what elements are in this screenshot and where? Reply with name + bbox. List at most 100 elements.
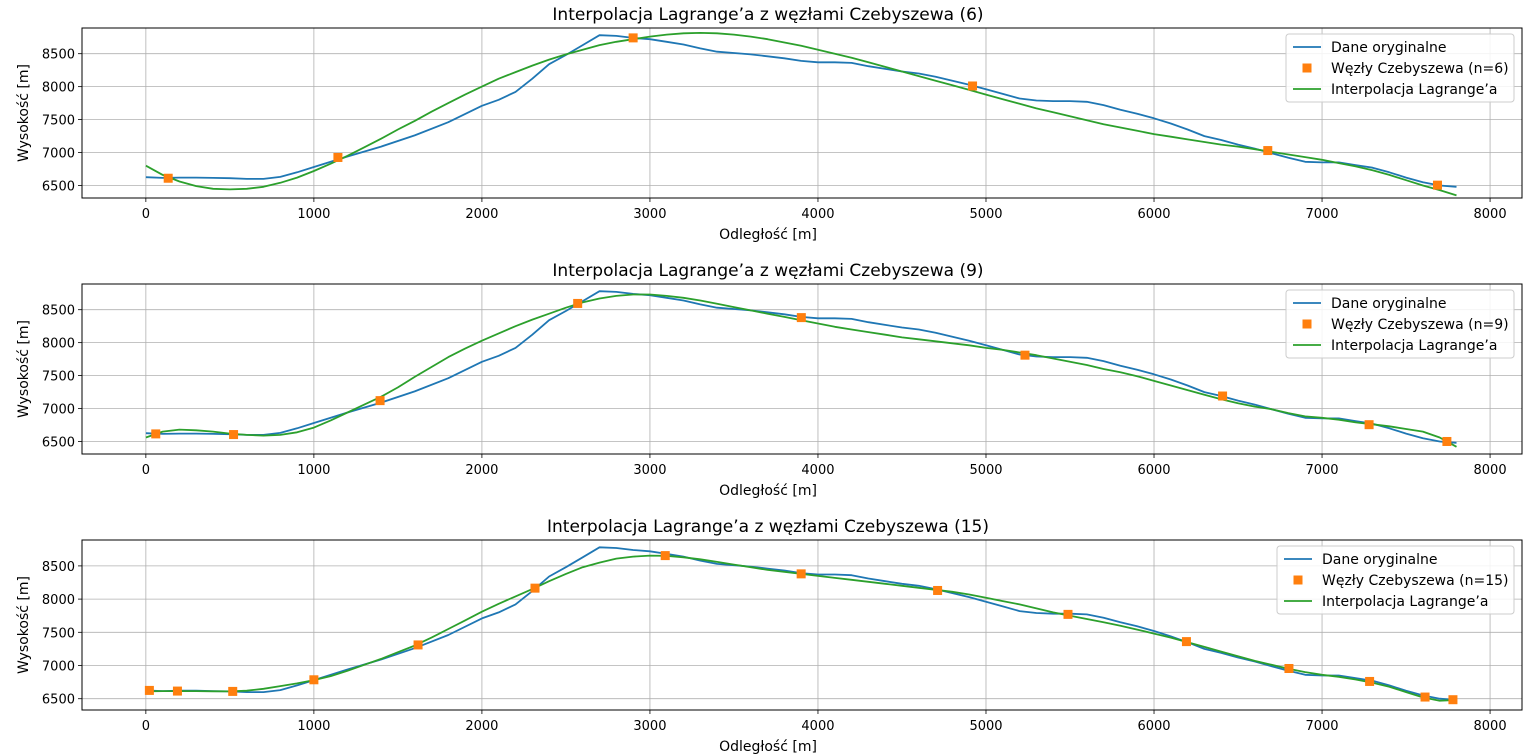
x-axis-label: Odległość [m] [719,483,817,499]
y-tick-label: 6500 [42,179,75,194]
chebyshev-node-marker [1420,692,1430,702]
chebyshev-node-marker [530,583,540,593]
legend-label: Dane oryginalne [1331,40,1447,56]
chebyshev-node-marker [309,675,319,685]
chart-title: Interpolacja Lagrange’a z węzłami Czebys… [552,5,983,25]
chebyshev-node-marker [228,686,238,696]
x-tick-label: 1000 [297,463,330,478]
chebyshev-node-marker [413,640,423,650]
y-tick-label: 8000 [42,81,75,96]
legend-box [1285,289,1515,359]
x-tick-label: 4000 [801,207,834,222]
x-tick-label: 4000 [801,719,834,734]
chebyshev-node-marker [1263,146,1273,156]
chart-title: Interpolacja Lagrange’a z węzłami Czebys… [552,261,983,281]
y-tick-label: 7000 [42,147,75,162]
legend: Dane oryginalne Węzły Czebyszewa (n=6) Int… [1285,33,1515,103]
chebyshev-node-marker [968,81,978,91]
legend-marker-swatch [1293,575,1303,585]
chebyshev-node-marker [796,313,806,323]
x-tick-label: 0 [142,463,150,478]
x-tick-label: 5000 [969,719,1002,734]
legend: Dane oryginalne Węzły Czebyszewa (n=9) Int… [1285,289,1515,359]
legend-box [1285,33,1515,103]
x-tick-label: 8000 [1474,463,1507,478]
x-tick-label: 7000 [1305,719,1338,734]
chart-panel-3: 0 1000 2000 3000 4000 5000 6000 7000 8000 6500 700… [16,517,1523,754]
axes-frame [81,283,1523,455]
x-tick-label: 2000 [465,207,498,222]
legend-label: Interpolacja Lagrange’a [1322,594,1488,610]
chebyshev-node-marker [628,33,638,43]
x-tick-label: 0 [142,207,150,222]
chebyshev-node-marker [1181,637,1191,647]
chebyshev-node-marker [1020,350,1030,360]
chebyshev-node-marker [573,298,583,308]
y-tick-label: 7000 [42,660,75,675]
chebyshev-node-marker [375,396,385,406]
chebyshev-node-marker [933,585,943,595]
x-tick-label: 4000 [801,463,834,478]
chebyshev-node-marker [1063,609,1073,619]
x-tick-label: 5000 [969,463,1002,478]
chart-title: Interpolacja Lagrange’a z węzłami Czebys… [547,517,989,537]
axes-frame [81,539,1523,711]
axes-frame [81,27,1523,199]
x-tick-label: 8000 [1474,719,1507,734]
legend-marker-swatch [1302,63,1312,73]
chebyshev-node-marker [660,551,670,561]
lagrange-interpolation-line [145,32,1457,197]
y-axis-label: Wysokość [m] [16,64,32,162]
y-tick-label: 7500 [42,114,75,129]
chebyshev-node-marker [172,686,182,696]
legend-label: Węzły Czebyszewa (n=6) [1331,61,1509,77]
y-tick-label: 8500 [42,48,75,63]
x-tick-label: 7000 [1305,207,1338,222]
y-tick-label: 7000 [42,403,75,418]
x-tick-label: 5000 [969,207,1002,222]
y-tick-label: 7500 [42,626,75,641]
y-tick-label: 7500 [42,370,75,385]
original-data-line [145,290,1457,444]
x-tick-label: 8000 [1474,207,1507,222]
legend-box [1276,545,1515,615]
y-tick-label: 6500 [42,435,75,450]
legend-label: Dane oryginalne [1331,296,1447,312]
y-tick-label: 8000 [42,593,75,608]
chebyshev-node-marker [144,685,154,695]
chebyshev-node-marker [1284,663,1294,673]
chebyshev-node-marker [1364,420,1374,430]
plot-area [145,32,1457,197]
x-tick-label: 3000 [633,719,666,734]
x-tick-label: 1000 [297,719,330,734]
legend-label: Dane oryginalne [1322,552,1438,568]
legend: Dane oryginalne Węzły Czebyszewa (n=15) In… [1276,545,1515,615]
x-axis-label: Odległość [m] [719,739,817,754]
plot-area [144,546,1458,705]
legend-marker-swatch [1302,319,1312,329]
y-tick-label: 8000 [42,337,75,352]
plot-area [145,290,1457,448]
y-tick-label: 8500 [42,304,75,319]
x-tick-label: 3000 [633,207,666,222]
chebyshev-node-marker [229,430,239,440]
x-tick-label: 2000 [465,719,498,734]
legend-label: Interpolacja Lagrange’a [1331,82,1497,98]
x-axis-label: Odległość [m] [719,227,817,243]
x-tick-label: 0 [142,719,150,734]
chebyshev-node-marker [1365,676,1375,686]
chebyshev-node-marker [151,429,161,439]
chebyshev-node-marker [1448,695,1458,705]
chebyshev-node-marker [333,152,343,162]
y-axis-label: Wysokość [m] [16,320,32,418]
x-tick-label: 1000 [297,207,330,222]
chebyshev-node-marker [796,569,806,579]
x-tick-label: 2000 [465,463,498,478]
chebyshev-node-marker [1432,180,1442,190]
y-tick-label: 6500 [42,693,75,708]
x-tick-label: 3000 [633,463,666,478]
chebyshev-node-marker [1218,391,1228,401]
chebyshev-node-marker [163,173,173,183]
